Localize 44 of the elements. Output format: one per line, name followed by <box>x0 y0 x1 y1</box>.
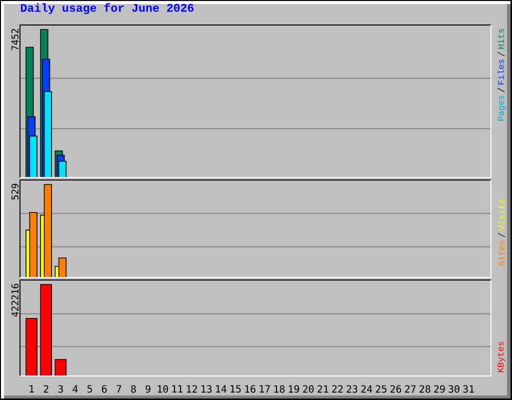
x-tick-label: 11 <box>172 385 183 392</box>
text: 422216 <box>11 284 19 317</box>
x-tick-label: 26 <box>390 385 402 393</box>
x-tick-label: 8 <box>131 385 136 393</box>
x-tick-label: 10 <box>158 385 168 393</box>
x-tick-label: 24 <box>361 385 372 393</box>
x-tick-label: 31 <box>463 385 474 393</box>
x-tick-label: 9 <box>146 385 150 393</box>
x-tick-label: 20 <box>303 385 314 393</box>
text: KBytes <box>498 342 506 372</box>
x-tick-label: 17 <box>260 385 270 392</box>
text: Visits <box>498 199 504 230</box>
x-tick-label: 4 <box>72 385 78 392</box>
legend-label: Sites <box>498 240 504 266</box>
x-tick-label: 29 <box>434 385 445 393</box>
x-tick-label: 15 <box>230 385 241 393</box>
x-tick-label: 2 <box>44 385 48 393</box>
chart-title: Daily usage for June 2026 <box>20 3 194 14</box>
x-tick-label: 14 <box>216 385 226 392</box>
x-tick-label: 3 <box>58 385 63 393</box>
x-tick-label: 23 <box>346 385 358 393</box>
bar <box>44 184 52 278</box>
x-tick-label: 19 <box>288 385 300 393</box>
x-tick-label: 1 <box>30 385 34 392</box>
x-tick-label: 22 <box>332 385 343 393</box>
x-tick-label: 13 <box>202 385 212 393</box>
x-tick-label: 25 <box>376 385 386 393</box>
x-tick-label: 30 <box>448 385 460 393</box>
x-tick-label: 18 <box>274 385 285 393</box>
x-tick-label: 6 <box>102 385 107 393</box>
legend-label: Files <box>497 60 504 84</box>
x-tick-label: 21 <box>318 385 328 393</box>
x-tick-label: 5 <box>87 385 92 393</box>
x-tick-label: 28 <box>420 385 430 393</box>
text: 7452 <box>11 29 19 50</box>
bar <box>58 258 67 278</box>
x-tick-label: 12 <box>186 385 197 393</box>
bar <box>29 212 38 278</box>
text: 529 <box>11 184 19 200</box>
x-tick-label: 7 <box>116 385 122 392</box>
x-tick-label: 16 <box>245 385 256 393</box>
text: Hits <box>497 28 504 49</box>
legend-label: Pages <box>498 96 506 121</box>
x-tick-label: 27 <box>405 385 416 393</box>
